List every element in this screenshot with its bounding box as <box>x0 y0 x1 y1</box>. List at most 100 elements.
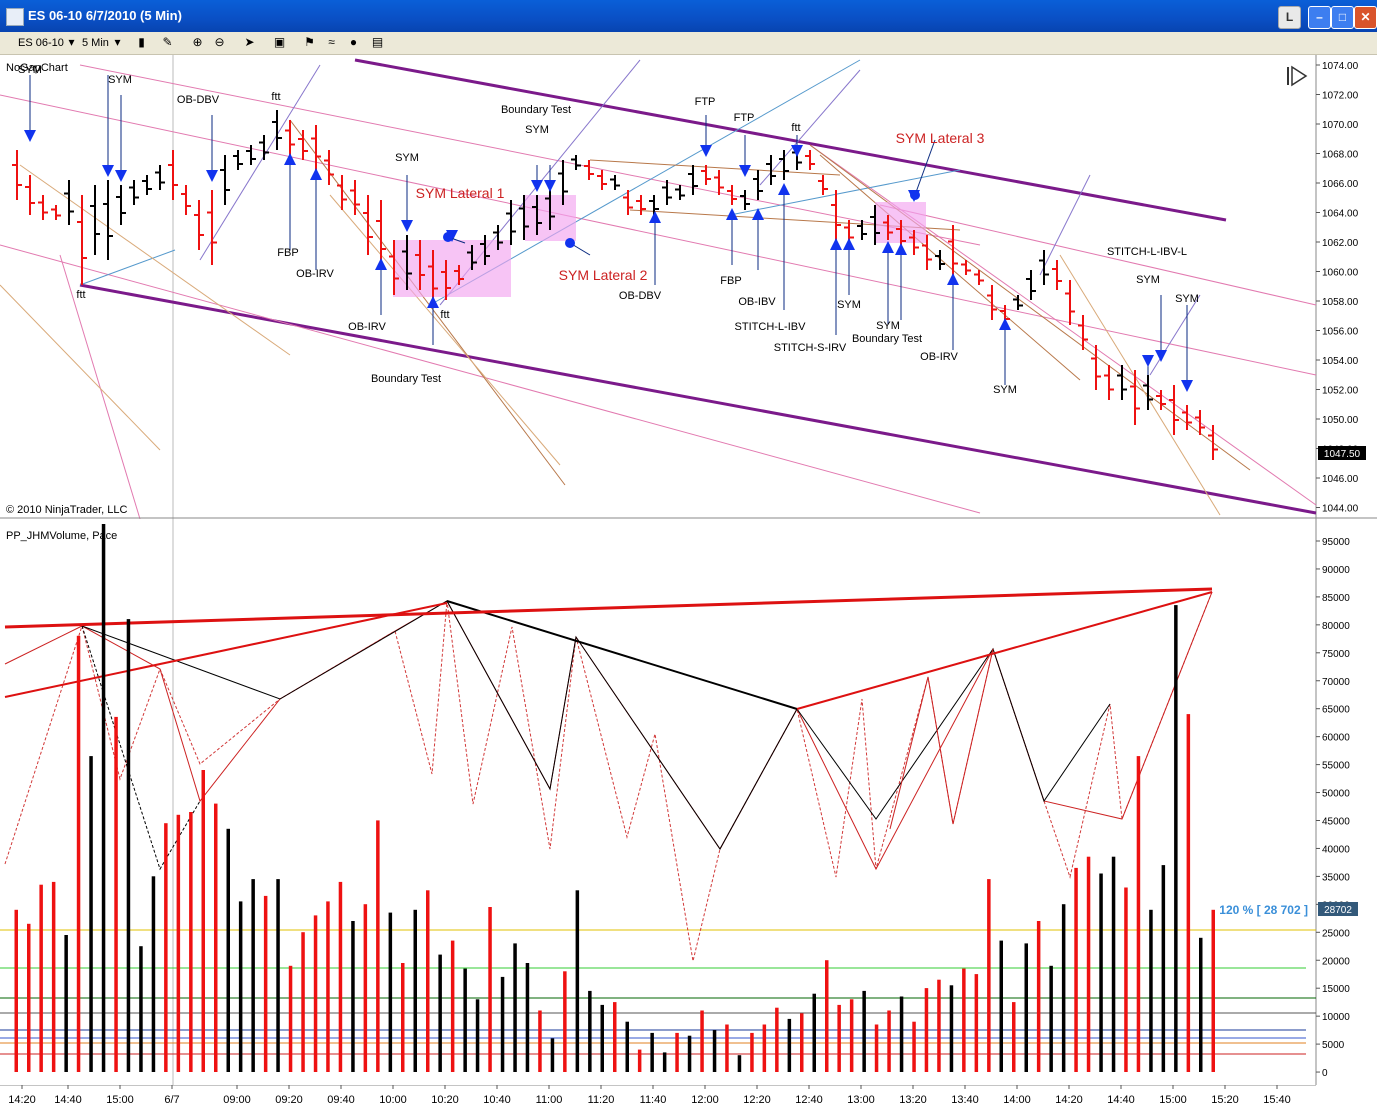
link-button[interactable]: L <box>1278 6 1301 29</box>
volume-tick-label: 90000 <box>1322 565 1350 576</box>
price-bar <box>194 200 204 250</box>
volume-bar <box>1024 943 1028 1072</box>
price-bar <box>1052 260 1062 290</box>
pointer-arrow-icon <box>443 232 466 244</box>
volume-bar <box>787 1018 792 1072</box>
toggle-panel-icon[interactable] <box>1287 65 1308 87</box>
instrument-selector[interactable]: ES 06-10 <box>18 37 64 49</box>
indicators-icon[interactable]: ≈ <box>328 35 335 49</box>
volume-tick-label: 60000 <box>1322 733 1350 744</box>
minimize-icon[interactable]: – <box>1308 6 1331 29</box>
properties-icon[interactable]: ▣ <box>273 35 286 49</box>
price-bar <box>12 150 22 200</box>
down-arrow-icon <box>206 115 218 182</box>
price-tick-label: 1050.00 <box>1322 415 1359 426</box>
volume-bar <box>413 909 417 1072</box>
price-bar <box>1143 375 1153 410</box>
volume-bar <box>987 879 991 1072</box>
time-tick-label: 10:40 <box>483 1094 511 1106</box>
price-bar <box>1065 280 1075 325</box>
volume-bar <box>563 971 567 1072</box>
volume-bar <box>999 940 1003 1072</box>
price-bar <box>857 220 867 240</box>
price-tick-label: 1052.00 <box>1322 386 1359 397</box>
strategy-icon[interactable]: ⚑ <box>304 35 315 49</box>
time-tick-label: 14:40 <box>1107 1094 1135 1106</box>
annotation-label: FBP <box>277 247 298 259</box>
coin-icon[interactable]: ● <box>349 35 358 49</box>
cursor-icon[interactable]: ➤ <box>244 35 255 49</box>
volume-bar <box>1049 965 1053 1072</box>
annotation-label: SYM <box>525 124 549 136</box>
price-bar <box>649 195 659 215</box>
volume-bar <box>825 960 829 1072</box>
price-bar <box>1013 295 1023 310</box>
price-bar <box>766 155 776 185</box>
bar-style-icon[interactable]: ▮ <box>138 35 145 49</box>
price-tick-label: 1056.00 <box>1322 327 1359 338</box>
volume-bar <box>725 1024 729 1072</box>
close-icon[interactable]: ✕ <box>1354 6 1377 29</box>
volume-panel[interactable]: PP_JHMVolume, Pace 95000 90000 85000 80000 7… <box>0 519 1377 1085</box>
pointer-arrow-icon <box>910 139 936 200</box>
zoom-in-icon[interactable]: ⊕ <box>192 35 203 49</box>
volume-bar <box>588 990 592 1072</box>
volume-bar <box>800 1013 804 1072</box>
volume-bar <box>1086 856 1091 1072</box>
price-tick-label: 1062.00 <box>1322 238 1359 249</box>
zoom-out-icon[interactable]: ⊖ <box>214 35 225 49</box>
chart-toolbar: ES 06-10 ▾ 5 Min ▾ ▮ ✎ ⊕ ⊖ ➤ ▣ ⚑ ≈ ● ▤ <box>0 32 1377 55</box>
volume-bar <box>600 1004 604 1072</box>
price-tick-label: 1044.00 <box>1322 504 1359 515</box>
volume-bar <box>313 915 318 1072</box>
down-arrow-icon <box>544 165 556 192</box>
price-bar <box>168 150 178 200</box>
price-bar <box>948 225 958 280</box>
time-tick-label: 13:00 <box>847 1094 875 1106</box>
signal-arrows <box>24 75 1193 392</box>
price-bar <box>220 155 230 205</box>
annotation-label: STITCH-L-IBV <box>735 321 807 333</box>
price-bar <box>402 235 412 290</box>
price-bar <box>285 120 295 155</box>
price-bar <box>506 200 516 245</box>
chevron-down-icon[interactable]: ▾ <box>68 35 75 49</box>
down-arrow-icon <box>791 135 803 157</box>
volume-bar <box>637 1049 642 1072</box>
chevron-down-icon[interactable]: ▾ <box>114 35 121 49</box>
volume-tick-label: 50000 <box>1322 789 1350 800</box>
price-bar <box>831 190 841 240</box>
price-bar <box>324 150 334 185</box>
volume-tick-label: 25000 <box>1322 928 1350 939</box>
volume-bar <box>475 999 480 1072</box>
volume-bar <box>962 968 966 1072</box>
price-bar <box>454 265 464 285</box>
volume-bar <box>338 881 343 1072</box>
annotation-label: SYM <box>993 384 1017 396</box>
time-tick-label: 11:00 <box>536 1094 563 1106</box>
price-bar <box>233 150 243 170</box>
volume-bar <box>351 921 355 1072</box>
price-panel[interactable]: 1074.00 1072.00 1070.00 1068.00 1066.00 1064.… <box>0 55 1377 519</box>
price-bar <box>246 145 256 165</box>
drawing-tool-icon[interactable]: ✎ <box>162 35 173 49</box>
annotation-label: SYM <box>876 320 900 332</box>
price-bar <box>1026 270 1036 300</box>
volume-bar <box>737 1055 742 1072</box>
volume-bar <box>924 988 929 1072</box>
time-tick-label: 10:00 <box>379 1094 407 1106</box>
data-box-icon[interactable]: ▤ <box>371 35 384 49</box>
volume-bar <box>1061 904 1066 1072</box>
price-tick-label: 1070.00 <box>1322 120 1359 131</box>
volume-bar <box>1174 605 1178 1072</box>
window-titlebar: ES 06-10 6/7/2010 (5 Min) L – □ ✕ <box>0 0 1377 32</box>
interval-selector[interactable]: 5 Min <box>82 37 109 49</box>
volume-bar <box>775 1007 779 1072</box>
maximize-icon[interactable]: □ <box>1331 6 1354 29</box>
pace-percentage: 120 % [ 28 702 ] <box>1219 903 1308 917</box>
volume-tick-label: 35000 <box>1322 872 1350 883</box>
time-tick-label: 15:00 <box>1159 1094 1187 1106</box>
annotation-label: STITCH-S-IRV <box>774 342 847 354</box>
up-arrow-icon <box>999 318 1011 385</box>
price-bar <box>1039 250 1049 285</box>
